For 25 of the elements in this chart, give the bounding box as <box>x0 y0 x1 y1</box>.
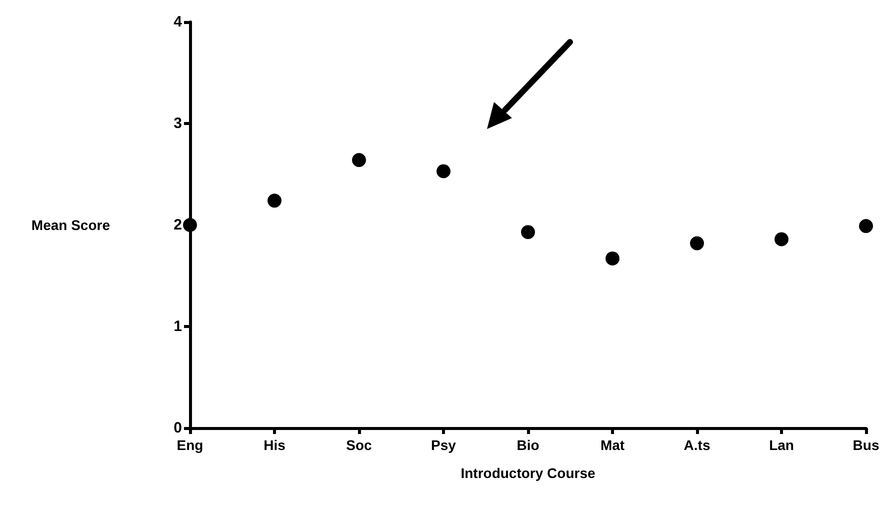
point <box>774 232 788 246</box>
point <box>436 164 450 178</box>
point <box>690 236 704 250</box>
x-tick-label: Lan <box>769 437 794 453</box>
y-tick-label: 0 <box>174 420 182 436</box>
point <box>606 252 620 266</box>
x-tick-label: Bio <box>516 437 540 453</box>
x-tick-label: His <box>264 437 286 453</box>
point <box>183 218 197 232</box>
x-tick-label: Eng <box>176 437 204 453</box>
point <box>521 225 535 240</box>
x-tick-label: Bus <box>852 437 880 453</box>
y-tick-label: 1 <box>174 318 182 335</box>
x-tick-label: Psy <box>431 437 456 453</box>
x-tick-label: Mat <box>600 437 625 453</box>
x-axis-title: Introductory Course <box>460 465 596 481</box>
point <box>268 194 282 208</box>
y-axis-title: Mean Score <box>31 217 110 233</box>
point <box>352 153 366 168</box>
x-tick-label: A.ts <box>684 437 710 453</box>
y-tick-label: 3 <box>174 115 182 132</box>
point <box>859 219 873 234</box>
y-tick-label: 4 <box>174 14 183 30</box>
x-tick-label: Soc <box>346 437 372 453</box>
y-tick-label: 2 <box>174 216 182 234</box>
